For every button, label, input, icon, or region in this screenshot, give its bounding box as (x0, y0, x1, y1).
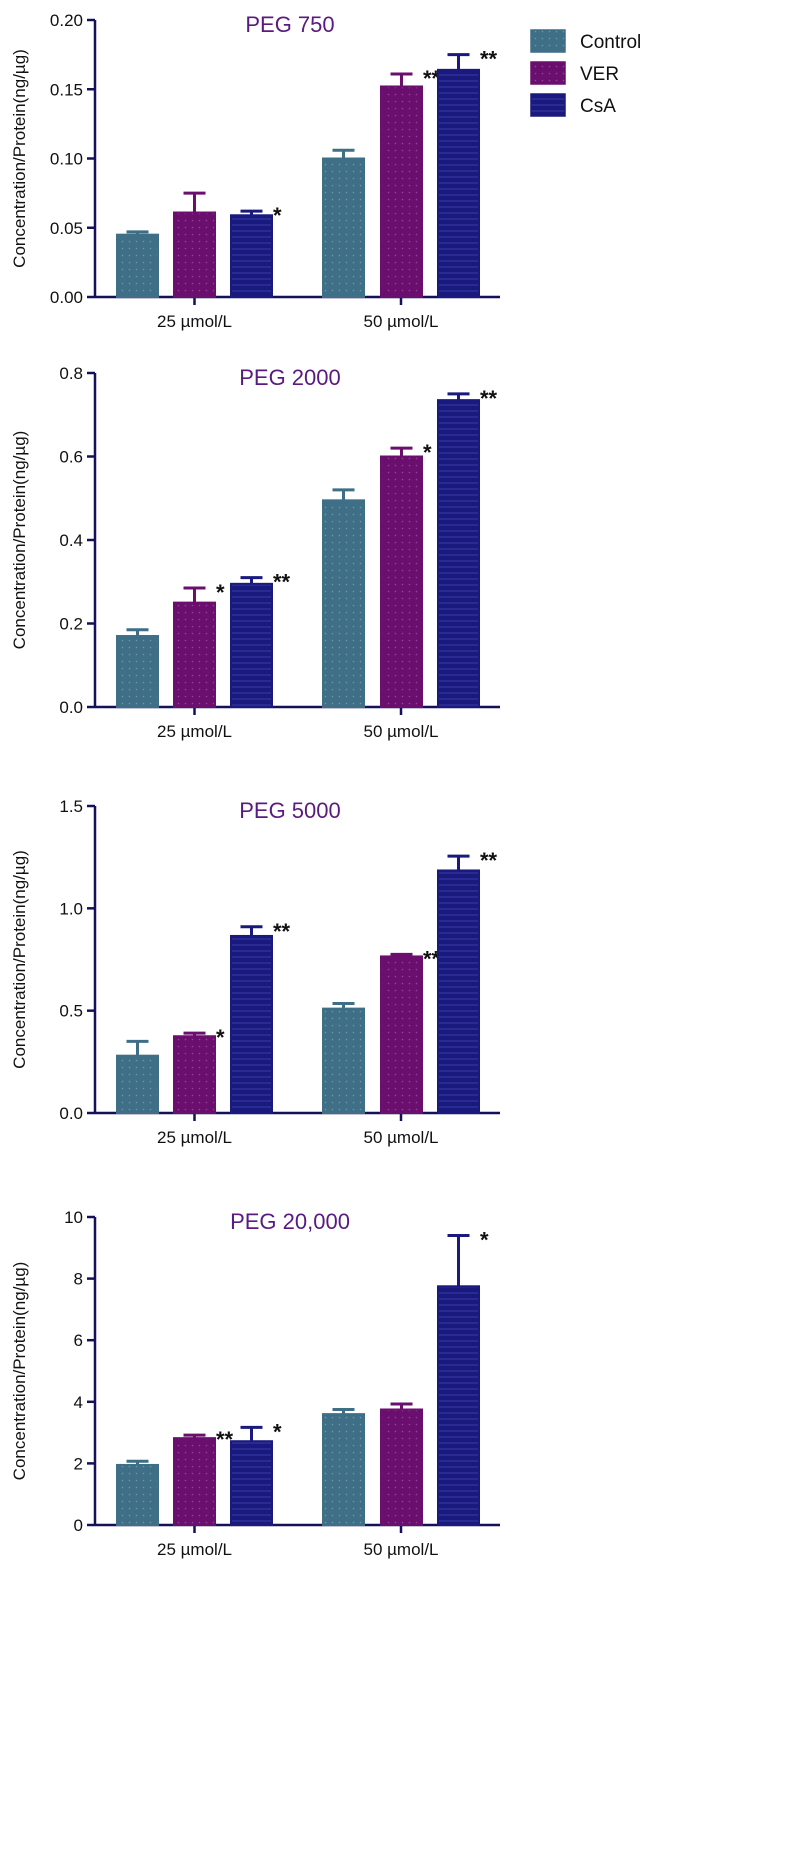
y-tick-label: 0.00 (50, 288, 83, 307)
bar-ver (173, 1437, 216, 1527)
bar-csa (230, 934, 273, 1114)
chart-title: PEG 2000 (239, 365, 341, 390)
bar-csa (230, 1440, 273, 1526)
significance-marker: * (480, 1227, 489, 1252)
y-axis-label: Concentration/Protein(ng/µg) (10, 1262, 29, 1481)
bar-ver (380, 955, 423, 1114)
significance-marker: * (423, 440, 432, 465)
y-axis-label: Concentration/Protein(ng/µg) (10, 49, 29, 268)
legend-label: CsA (580, 96, 616, 117)
y-tick-label: 6 (74, 1331, 83, 1350)
significance-marker: ** (480, 848, 498, 873)
y-tick-label: 0.05 (50, 219, 83, 238)
bar-csa (437, 399, 480, 708)
y-tick-label: 0.2 (59, 615, 83, 634)
bar-control (322, 499, 365, 708)
legend-swatch-ver (530, 61, 566, 85)
bar-ver (380, 85, 423, 299)
y-tick-label: 0.20 (50, 11, 83, 30)
y-tick-label: 1.0 (59, 899, 83, 918)
bar-control (322, 1413, 365, 1526)
bar-csa (437, 1285, 480, 1527)
bar-csa (437, 869, 480, 1114)
y-tick-label: 0.5 (59, 1002, 83, 1021)
significance-marker: * (216, 580, 225, 605)
bar-control (116, 1054, 159, 1115)
bar-control (322, 157, 365, 298)
bar-ver (173, 1035, 216, 1114)
y-tick-label: 2 (74, 1454, 83, 1473)
bar-ver (380, 455, 423, 708)
x-tick-label: 25 µmol/L (157, 1128, 232, 1147)
significance-marker: ** (423, 946, 441, 971)
bar-ver (380, 1408, 423, 1526)
chart-title: PEG 5000 (239, 798, 341, 823)
significance-marker: ** (216, 1427, 234, 1452)
significance-marker: ** (273, 570, 291, 595)
y-tick-label: 0.10 (50, 150, 83, 169)
bar-control (116, 233, 159, 299)
y-tick-label: 0 (74, 1516, 83, 1535)
bar-csa (230, 214, 273, 298)
bar-control (322, 1007, 365, 1114)
legend-label: Control (580, 32, 641, 53)
chart-panel-1: PEG 750 Concentration/Protein(ng/µg) 0.00 0… (10, 11, 500, 331)
legend-swatch-control (530, 29, 566, 53)
chart-title: PEG 750 (245, 12, 334, 37)
significance-marker: * (216, 1025, 225, 1050)
legend-label: VER (580, 64, 619, 85)
y-tick-label: 4 (74, 1393, 83, 1412)
chart-title: PEG 20,000 (230, 1209, 350, 1234)
significance-marker: * (273, 1419, 282, 1444)
y-axis-label: Concentration/Protein(ng/µg) (10, 431, 29, 650)
bar-csa (230, 582, 273, 709)
legend-swatch-csa (530, 93, 566, 117)
x-tick-label: 25 µmol/L (157, 312, 232, 331)
bar-ver (173, 601, 216, 708)
x-tick-label: 50 µmol/L (364, 1128, 439, 1147)
chart-panel-2: PEG 2000 Concentration/Protein(ng/µg) 0.0 0… (10, 364, 500, 741)
y-tick-label: 0.4 (59, 531, 83, 550)
y-tick-label: 0.0 (59, 1104, 83, 1123)
x-tick-label: 50 µmol/L (364, 722, 439, 741)
chart-panel-3: PEG 5000 Concentration/Protein(ng/µg) 0.0 0… (10, 797, 500, 1147)
y-tick-label: 0.6 (59, 448, 83, 467)
bar-control (116, 635, 159, 709)
significance-marker: * (273, 203, 282, 228)
x-tick-label: 50 µmol/L (364, 312, 439, 331)
bar-csa (437, 68, 480, 298)
y-tick-label: 0.15 (50, 80, 83, 99)
bar-control (116, 1463, 159, 1526)
y-tick-label: 1.5 (59, 797, 83, 816)
bar-ver (173, 211, 216, 298)
y-tick-label: 8 (74, 1270, 83, 1289)
significance-marker: ** (480, 47, 498, 72)
significance-marker: ** (423, 66, 441, 91)
significance-marker: ** (273, 919, 291, 944)
legend: Control VER CsA (530, 29, 641, 117)
x-tick-label: 25 µmol/L (157, 722, 232, 741)
y-tick-label: 10 (64, 1208, 83, 1227)
significance-marker: ** (480, 386, 498, 411)
y-tick-label: 0.0 (59, 698, 83, 717)
y-tick-label: 0.8 (59, 364, 83, 383)
y-axis-label: Concentration/Protein(ng/µg) (10, 850, 29, 1069)
x-tick-label: 50 µmol/L (364, 1540, 439, 1559)
x-tick-label: 25 µmol/L (157, 1540, 232, 1559)
chart-panel-4: PEG 20,000 Concentration/Protein(ng/µg) 0 2… (10, 1208, 500, 1559)
